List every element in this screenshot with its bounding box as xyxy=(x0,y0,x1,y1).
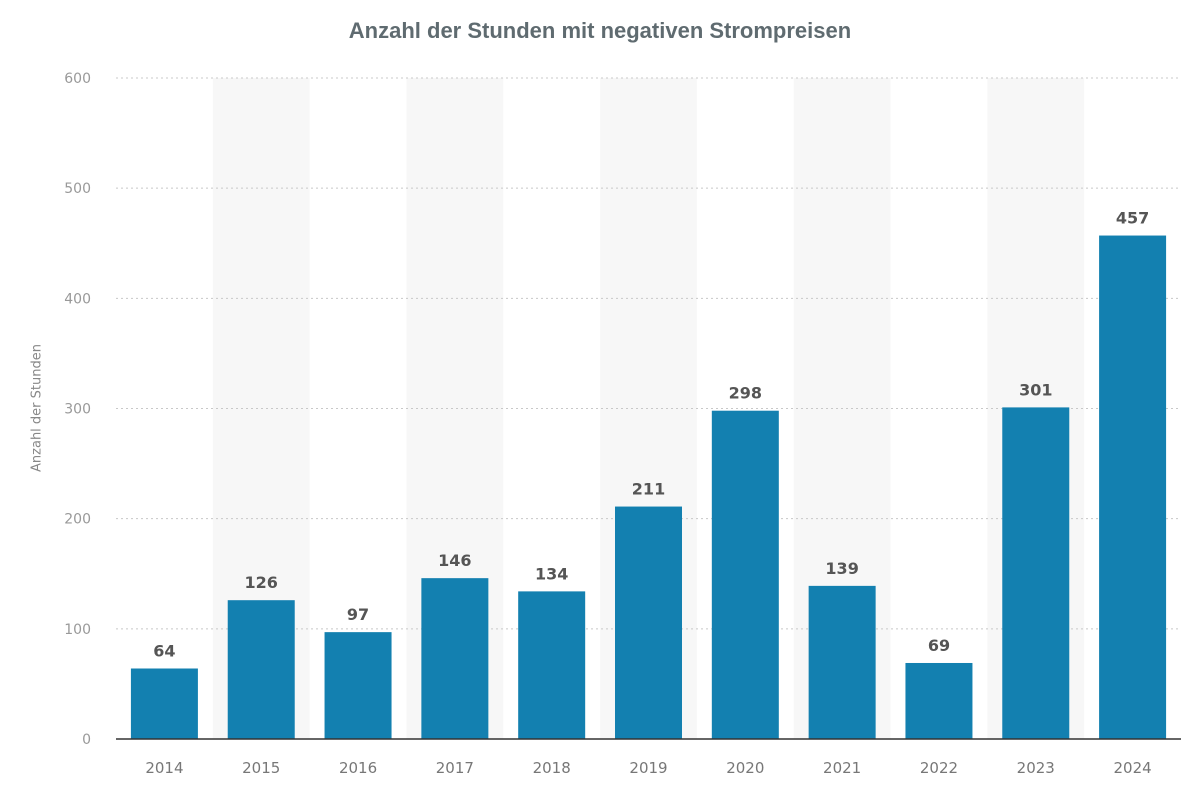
x-tick-label: 2022 xyxy=(920,759,958,777)
x-tick-label: 2023 xyxy=(1017,759,1055,777)
x-tick-label: 2018 xyxy=(533,759,571,777)
x-tick-label: 2019 xyxy=(629,759,667,777)
data-label: 146 xyxy=(438,551,471,570)
bar-2020 xyxy=(711,410,779,739)
x-tick-label: 2024 xyxy=(1113,759,1151,777)
data-label: 211 xyxy=(632,480,665,499)
chart-title: Anzahl der Stunden mit negativen Strompr… xyxy=(348,18,852,43)
y-tick-label: 0 xyxy=(82,732,91,748)
y-tick-label: 500 xyxy=(64,181,91,197)
bar-2016 xyxy=(324,632,392,739)
data-label: 69 xyxy=(928,636,950,655)
x-tick-label: 2015 xyxy=(242,759,280,777)
bar-2017 xyxy=(421,578,489,739)
data-label: 139 xyxy=(825,559,858,578)
data-label: 134 xyxy=(535,564,568,583)
bar-2021 xyxy=(808,585,876,739)
bar-2014 xyxy=(130,668,198,739)
x-tick-label: 2017 xyxy=(436,759,474,777)
bar-2023 xyxy=(1002,407,1070,739)
y-tick-label: 300 xyxy=(64,402,91,418)
x-tick-label: 2020 xyxy=(726,759,764,777)
bar-2018 xyxy=(518,591,586,739)
data-label: 126 xyxy=(245,573,278,592)
y-tick-label: 200 xyxy=(64,512,91,528)
bar-2024 xyxy=(1099,235,1167,739)
y-tick-label: 100 xyxy=(64,622,91,638)
bar-2019 xyxy=(615,506,682,739)
data-label: 457 xyxy=(1116,209,1149,228)
data-label: 301 xyxy=(1019,380,1052,399)
y-tick-label: 600 xyxy=(64,71,91,87)
x-tick-label: 2021 xyxy=(823,759,861,777)
data-label: 298 xyxy=(729,384,762,403)
bar-2015 xyxy=(227,600,295,739)
y-tick-label: 400 xyxy=(64,291,91,307)
data-label: 64 xyxy=(153,641,175,660)
data-label: 97 xyxy=(347,605,369,624)
x-tick-label: 2016 xyxy=(339,759,377,777)
bar-2022 xyxy=(905,662,973,739)
x-tick-label: 2014 xyxy=(145,759,183,777)
